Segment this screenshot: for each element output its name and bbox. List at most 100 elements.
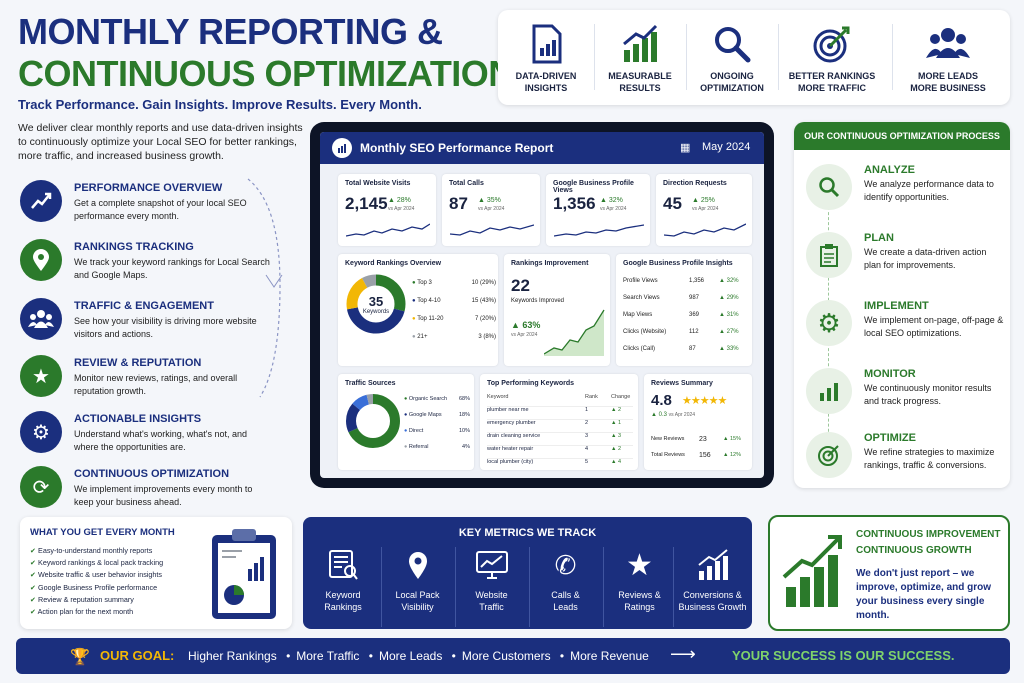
kpi-card: Google Business Profile Views 1,356 ▲ 32… (546, 174, 650, 246)
total-reviews-label: Total Reviews (651, 452, 685, 458)
rankings-improvement-card: Rankings Improvement 22 Keywords Improve… (504, 254, 610, 366)
trend-chart-icon (20, 180, 62, 222)
new-reviews-value: 23 (699, 436, 707, 443)
legend-label: Top 11-20 (417, 316, 444, 322)
total-reviews-change: 12% (729, 452, 741, 458)
check-icon: ✔ (30, 594, 37, 604)
legend-label: Referral (408, 444, 429, 450)
target-icon (786, 24, 878, 64)
key-metrics-title: KEY METRICS WE TRACK (458, 527, 597, 539)
feature-actionable-insights: ⚙ ACTIONABLE INSIGHTS Understand what's … (20, 411, 300, 461)
step-desc: We create a data-driven action plan for … (864, 247, 987, 270)
feature-desc: We track your keyword rankings for Local… (74, 257, 270, 280)
feature-title: CONTINUOUS OPTIMIZATION (74, 468, 230, 480)
dashed-arrow-decoration (247, 178, 283, 398)
title-line-1: MONTHLY REPORTING & (18, 11, 443, 52)
legend-label: Top 4-10 (417, 298, 441, 304)
metric-label: Keyword (325, 590, 361, 600)
goal-items: Higher Rankings • More Traffic • More Lead… (188, 649, 649, 663)
feature-review-reputation: ★ REVIEW & REPUTATION Monitor new review… (20, 355, 300, 405)
rank-cell: 3 (585, 433, 589, 439)
kpi-change: 25% (700, 197, 715, 204)
magnifier-icon (686, 24, 778, 64)
kpi-vs: vs Apr 2024 (600, 206, 627, 212)
traffic-sources-card: Traffic Sources ● Organic Search 68% ● Go… (338, 374, 474, 470)
review-rating: 4.8 (651, 392, 672, 409)
gbp-row-value: 112 (689, 329, 699, 335)
legend-value: 10% (458, 428, 470, 434)
top-feature-label: OPTIMIZATION (700, 83, 764, 93)
feature-traffic-engagement: TRAFFIC & ENGAGEMENT See how your visibi… (20, 298, 300, 348)
feature-desc: Get a complete snapshot of your local SE… (74, 198, 247, 221)
intro-text: We deliver clear monthly reports and use… (18, 122, 303, 162)
report-screen: Monthly SEO Performance Report ▦ May 202… (320, 132, 764, 478)
document-chart-icon (500, 24, 592, 64)
metric-label: Traffic (479, 602, 504, 612)
gbp-row-change: 33% (726, 346, 739, 352)
top-features-panel: DATA-DRIVEN INSIGHTS MEASURABLE RESULTS ON… (498, 10, 1010, 105)
report-title: Monthly SEO Performance Report (360, 141, 554, 155)
list-item: ✔ Easy-to-understand monthly reports (30, 545, 200, 557)
rankings-donut (346, 274, 406, 334)
magnifier-icon (806, 164, 852, 210)
metric-local-pack: Local Pack Visibility (381, 547, 453, 627)
top-feature-label: MEASURABLE (608, 71, 672, 81)
kpi-value: 45 (663, 194, 682, 213)
list-item: ✔ Website traffic & user behavior insigh… (30, 569, 200, 581)
goal-item: More Customers (461, 649, 551, 663)
table-row: plumber near me 1 ▲ 2 (487, 406, 633, 419)
legend-label: Direct (408, 428, 424, 434)
rank-cell: 2 (585, 420, 589, 426)
report-header: Monthly SEO Performance Report ▦ May 202… (320, 132, 764, 164)
growth-chart-icon (674, 547, 751, 583)
feature-title: TRAFFIC & ENGAGEMENT (74, 300, 214, 312)
metric-label: Business Growth (678, 602, 747, 612)
goal-item: More Revenue (570, 649, 649, 663)
check-icon: ✔ (30, 570, 37, 580)
metric-label: Calls & (551, 590, 580, 600)
list-item-text: Google Business Profile performance (38, 582, 158, 592)
list-item: ✔ Google Business Profile performance (30, 582, 200, 594)
sparkline (450, 224, 534, 236)
process-step-monitor: MONITOR We continuously monitor results … (794, 364, 1010, 424)
gbp-row-label: Map Views (623, 312, 653, 318)
improvement-area-chart (544, 309, 605, 356)
new-reviews-label: New Reviews (651, 436, 685, 442)
kpi-vs: vs Apr 2024 (388, 206, 415, 212)
sparkline (554, 224, 644, 237)
kpi-card: Direction Requests 45 ▲ 25% vs Apr 2024 (656, 174, 752, 246)
gbp-row-value: 1,356 (689, 278, 705, 284)
step-title: PLAN (864, 232, 894, 244)
step-title: ANALYZE (864, 164, 915, 176)
process-title: OUR CONTINUOUS OPTIMIZATION PROCESS (794, 122, 1010, 150)
top-feature-leads: MORE LEADS MORE BUSINESS (898, 10, 998, 105)
people-icon (20, 298, 62, 340)
legend-value: 10 (29%) (471, 280, 496, 286)
chart-icon (332, 138, 352, 158)
goal-success: YOUR SUCCESS IS OUR SUCCESS. (732, 648, 955, 663)
review-change: 0.3 (658, 412, 667, 418)
feature-title: PERFORMANCE OVERVIEW (74, 182, 223, 194)
map-pin-icon (20, 239, 62, 281)
sparkline (346, 223, 430, 237)
legend-value: 3 (8%) (478, 334, 496, 340)
feature-performance-overview: PERFORMANCE OVERVIEW Get a complete snap… (20, 180, 300, 230)
metric-conversions: Conversions & Business Growth (673, 547, 751, 627)
keyword-cell: local plumber (city) (487, 459, 534, 465)
phone-icon: ✆ (554, 549, 577, 580)
gear-icon: ⚙ (20, 411, 62, 453)
card-title: Top Performing Keywords (487, 380, 574, 387)
star-icon: ★ (20, 355, 62, 397)
donut-total: 35 (368, 294, 384, 309)
gbp-row-change: 27% (726, 329, 739, 335)
improvement-vs: vs Apr 2024 (511, 332, 538, 338)
what-you-get-panel: WHAT YOU GET EVERY MONTH ✔ Easy-to-under… (20, 517, 292, 629)
kpi-card: Total Calls 87 ▲ 35% vs Apr 2024 (442, 174, 540, 246)
tagline: Track Performance. Gain Insights. Improv… (18, 97, 422, 112)
top-feature-label: MORE LEADS (917, 71, 978, 81)
top-feature-label: MORE BUSINESS (910, 83, 986, 93)
kpi-label: Total Calls (449, 180, 484, 187)
check-icon: ✔ (30, 607, 37, 617)
list-item: ✔ Review & reputation summary (30, 594, 200, 606)
feature-title: REVIEW & REPUTATION (74, 357, 202, 369)
